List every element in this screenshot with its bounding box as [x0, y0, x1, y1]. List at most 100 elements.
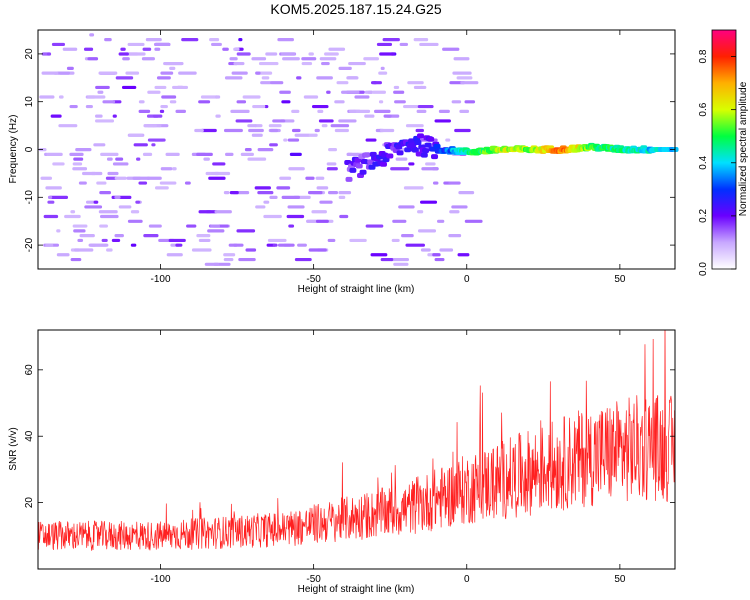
spectrogram-cell — [114, 195, 121, 199]
spectrogram-cell — [236, 52, 251, 56]
spectrogram-cell — [96, 181, 107, 185]
spectrogram-cell — [270, 81, 284, 85]
spectrogram-cell — [70, 257, 82, 262]
x-tick-label: -100 — [150, 274, 170, 285]
spectrogram-cell — [223, 257, 234, 262]
spectrogram-ylabel: Frequency (Hz) — [8, 115, 19, 184]
spectrogram-cell — [365, 224, 384, 228]
spectrogram-cell — [141, 57, 155, 61]
spectrogram-cell — [279, 176, 292, 180]
spectrogram-cell — [338, 195, 346, 199]
spectrogram-cell — [464, 100, 476, 104]
spectrogram-cell — [398, 205, 415, 209]
spectrogram-cell — [338, 119, 357, 123]
spectrogram-cell — [346, 152, 360, 156]
spectrogram-cell — [102, 100, 116, 104]
spectrogram-cell — [327, 191, 339, 195]
spectrogram-cell — [169, 100, 177, 104]
x-tick-label: 50 — [614, 574, 626, 585]
spectrogram-ridge-cell — [420, 152, 428, 158]
spectrogram-cell — [45, 186, 62, 190]
spectrogram-cell — [50, 114, 62, 118]
spectrogram-cell — [392, 219, 407, 223]
spectrogram-cell — [311, 104, 329, 109]
spectrogram-cell — [378, 100, 384, 104]
colorbar-tick-label: 0.4 — [698, 155, 709, 169]
spectrogram-cell — [308, 133, 318, 137]
spectrogram-cell — [394, 100, 406, 104]
spectrogram-cell — [416, 109, 427, 113]
spectrogram-cell — [186, 224, 197, 228]
spectrogram-cell — [235, 119, 253, 123]
spectrogram-cell — [372, 81, 378, 85]
spectrogram-cell — [40, 176, 53, 180]
spectrogram-cell — [130, 210, 140, 214]
spectrogram-cell — [263, 200, 270, 204]
spectrogram-cell — [77, 238, 84, 243]
spectrogram-cell — [328, 47, 346, 51]
snr-axes: -100 -50 0 50 20 40 60 — [24, 330, 675, 585]
spectrogram-cell — [267, 238, 287, 243]
spectrogram-cell — [133, 143, 148, 147]
spectrogram-ridge-cell — [355, 163, 363, 169]
snr-xlabel: Height of straight line (km) — [298, 584, 415, 595]
spectrogram-cell — [143, 124, 157, 128]
spectrogram-cell — [69, 104, 78, 109]
spectrogram-cell — [420, 200, 438, 204]
spectrogram-cell — [261, 76, 270, 80]
spectrogram-cell — [223, 191, 230, 195]
spectrogram-cell — [449, 210, 460, 214]
spectrogram-cell — [95, 114, 103, 118]
spectrogram-cell — [418, 229, 436, 233]
spectrogram-cell — [48, 195, 68, 199]
spectrogram-cell — [178, 71, 197, 75]
colorbar-scale — [711, 29, 737, 270]
spectrogram-cell — [319, 57, 337, 61]
spectrogram-cell — [399, 42, 409, 47]
spectrogram-cell — [448, 234, 462, 238]
colorbar: 0.0 0.2 0.4 0.6 0.8 Normalized spectral ampl… — [698, 29, 749, 276]
spectrogram-cell — [287, 138, 300, 142]
spectrogram-cell — [334, 128, 349, 133]
spectrogram-cell — [130, 243, 137, 247]
spectrogram-cell — [142, 47, 152, 51]
spectrogram-cell — [254, 186, 271, 190]
spectrogram-cell — [252, 104, 266, 109]
spectrogram-cell — [291, 128, 301, 133]
spectrogram-cell — [136, 157, 141, 161]
spectrogram-cell — [118, 205, 132, 209]
spectrogram-cell — [408, 162, 415, 166]
spectrogram-cell — [248, 128, 264, 133]
spectrogram-cell — [314, 128, 320, 133]
colorbar-tick-label: 0.8 — [698, 49, 709, 63]
spectrogram-cell — [372, 90, 386, 94]
spectrogram-cell — [265, 52, 278, 56]
spectrogram-cell — [403, 186, 424, 190]
spectrogram-cell — [211, 42, 222, 47]
spectrogram-cell — [379, 128, 395, 133]
spectrogram-cell — [236, 100, 247, 104]
spectrogram-cell — [169, 66, 176, 70]
spectrogram-cell — [301, 61, 313, 66]
spectrogram-cell — [93, 143, 106, 147]
spectrogram-cell — [72, 167, 88, 171]
x-tick-label: 50 — [614, 274, 626, 285]
snr-series-line — [38, 330, 675, 551]
spectrogram-cell — [346, 76, 359, 80]
spectrogram-cell — [327, 238, 336, 243]
spectrogram-cell — [156, 76, 171, 80]
spectrogram-cell — [376, 42, 393, 47]
spectrogram-ridge-cell — [422, 148, 430, 154]
spectrogram-cell — [138, 109, 151, 113]
spectrogram-cell — [354, 95, 370, 99]
spectrogram-cell — [341, 90, 360, 94]
spectrogram-cell — [146, 176, 162, 180]
spectrogram-cell — [324, 52, 339, 56]
spectrogram-cell — [89, 33, 95, 37]
spectrogram-cell — [268, 124, 282, 128]
spectrogram-ridge-cell — [359, 169, 367, 175]
spectrogram-cell — [95, 119, 115, 123]
spectrogram-cell — [330, 124, 350, 128]
spectrogram-cell — [225, 152, 234, 156]
spectrogram-cell — [231, 71, 248, 75]
